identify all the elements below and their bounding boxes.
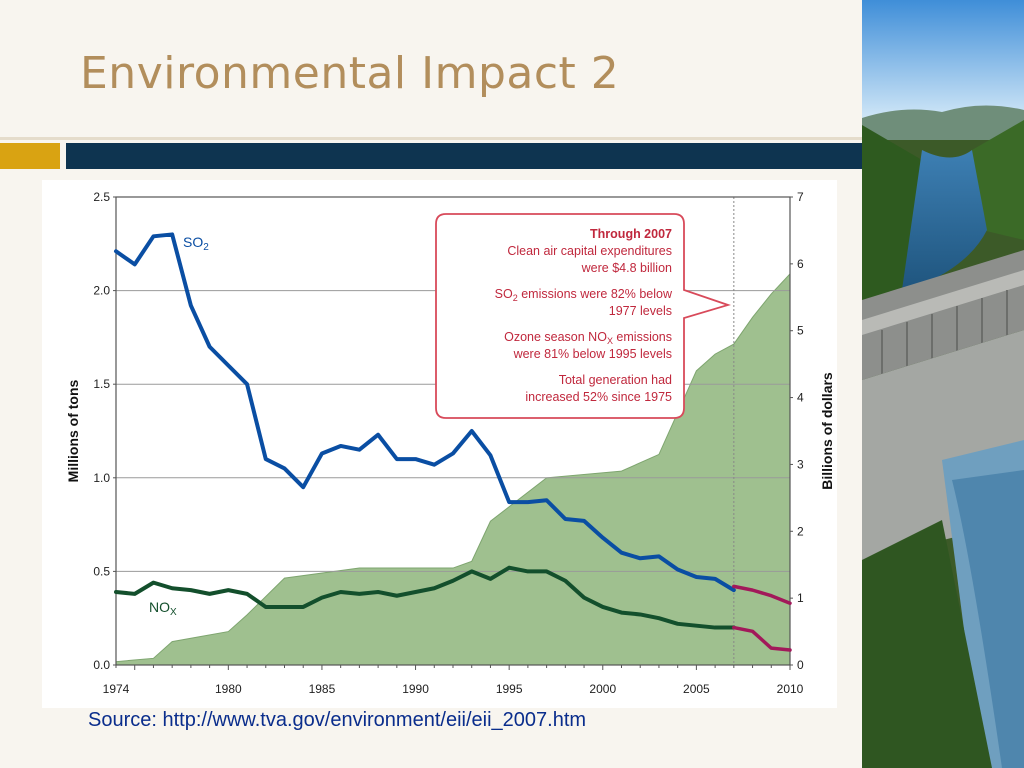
y2-tick-label: 7 — [797, 190, 804, 204]
x-tick-label: 1980 — [215, 682, 242, 696]
x-tick-label: 1974 — [103, 682, 130, 696]
so2-projection-line — [732, 584, 792, 605]
nox-projection-line — [732, 625, 792, 652]
so2-line — [114, 232, 736, 593]
x-tick-label: 1995 — [496, 682, 523, 696]
source-citation: Source: http://www.tva.gov/environment/e… — [88, 709, 587, 731]
y2-tick-label: 5 — [797, 324, 804, 338]
x-tick-label: 1990 — [402, 682, 429, 696]
nox-label: NOX — [149, 599, 177, 618]
y2-tick-label: 6 — [797, 257, 804, 271]
x-tick-label: 2010 — [777, 682, 804, 696]
y-tick-label: 0.0 — [93, 658, 110, 672]
callout-box — [435, 213, 731, 419]
emissions-chart: 0.0 0.5 1.0 1.5 2.0 2.5 0 1 2 3 4 5 6 7 1974 1980 1985 19… — [42, 180, 837, 708]
y-tick-label: 1.5 — [93, 377, 110, 391]
y2-tick-label: 3 — [797, 457, 804, 471]
x-tick-label: 2000 — [589, 682, 616, 696]
callout-line: Ozone season NOX emissions — [504, 330, 672, 346]
capex-area — [115, 272, 791, 666]
accent-gold-block — [0, 143, 60, 169]
y-tick-label: 2.5 — [93, 190, 110, 204]
y-tick-label: 1.0 — [93, 471, 110, 485]
callout-line: SO2 emissions were 82% below — [495, 287, 673, 303]
callout-line: increased 52% since 1975 — [525, 390, 672, 404]
x-tick-label: 2005 — [683, 682, 710, 696]
y-axis-title: Millions of tons — [65, 379, 81, 482]
dam-landscape-photo — [862, 0, 1024, 768]
callout-line: were 81% below 1995 levels — [513, 347, 672, 361]
callout-line: Clean air capital expenditures — [507, 244, 672, 258]
callout-line: 1977 levels — [609, 304, 672, 318]
title-underline — [0, 137, 862, 140]
callout-line: Total generation had — [559, 373, 672, 387]
slide-title: Environmental Impact 2 — [80, 48, 620, 99]
callout-line: were $4.8 billion — [581, 261, 672, 275]
y2-tick-label: 2 — [797, 524, 804, 538]
accent-navy-bar — [66, 143, 862, 169]
y-tick-label: 0.5 — [93, 564, 110, 578]
x-tick-label: 1985 — [309, 682, 336, 696]
callout-heading: Through 2007 — [590, 227, 672, 241]
nox-line — [114, 565, 736, 630]
y2-axis-title: Billions of dollars — [819, 372, 835, 490]
so2-label: SO2 — [183, 234, 209, 253]
y2-tick-label: 0 — [797, 658, 804, 672]
y2-tick-label: 1 — [797, 591, 804, 605]
y-tick-label: 2.0 — [93, 284, 110, 298]
y2-tick-label: 4 — [797, 391, 804, 405]
